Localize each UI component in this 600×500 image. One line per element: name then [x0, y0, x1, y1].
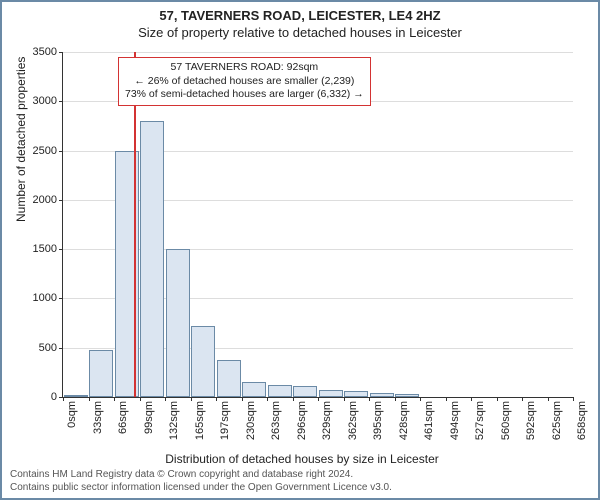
xtick-label: 165sqm [194, 401, 206, 440]
bar [319, 390, 343, 397]
bar [344, 391, 368, 397]
xtick-mark [344, 397, 345, 401]
ytick-label: 500 [39, 342, 57, 354]
ytick-label: 1000 [33, 292, 57, 304]
xtick-label: 66sqm [117, 401, 129, 434]
ytick-label: 1500 [33, 243, 57, 255]
xtick-label: 527sqm [474, 401, 486, 440]
footer-line-1: Contains HM Land Registry data © Crown c… [10, 469, 392, 482]
xtick-label: 625sqm [551, 401, 563, 440]
xtick-mark [471, 397, 472, 401]
annotation-box: 57 TAVERNERS ROAD: 92sqm← 26% of detache… [118, 57, 371, 106]
bar [166, 249, 190, 397]
xtick-mark [318, 397, 319, 401]
gridline [63, 52, 573, 53]
plot-area: 05001000150020002500300035000sqm33sqm66s… [62, 52, 573, 398]
xtick-mark [242, 397, 243, 401]
xtick-label: 132sqm [168, 401, 180, 440]
xtick-mark [497, 397, 498, 401]
bar [191, 326, 215, 397]
annotation-line: ← 26% of detached houses are smaller (2,… [125, 75, 364, 89]
ytick-label: 3000 [33, 95, 57, 107]
xtick-label: 494sqm [449, 401, 461, 440]
xtick-mark [89, 397, 90, 401]
xtick-label: 197sqm [219, 401, 231, 440]
ytick-mark [59, 298, 63, 299]
ytick-mark [59, 52, 63, 53]
footer-attribution: Contains HM Land Registry data © Crown c… [10, 469, 392, 494]
ytick-label: 0 [51, 391, 57, 403]
xtick-mark [114, 397, 115, 401]
ytick-mark [59, 249, 63, 250]
ytick-label: 2500 [33, 145, 57, 157]
annotation-line: 57 TAVERNERS ROAD: 92sqm [125, 61, 364, 75]
xtick-mark [140, 397, 141, 401]
xtick-label: 33sqm [92, 401, 104, 434]
x-axis-label: Distribution of detached houses by size … [2, 452, 600, 466]
xtick-mark [216, 397, 217, 401]
chart-frame: 57, TAVERNERS ROAD, LEICESTER, LE4 2HZ S… [0, 0, 600, 500]
xtick-label: 428sqm [398, 401, 410, 440]
ytick-mark [59, 101, 63, 102]
xtick-mark [522, 397, 523, 401]
xtick-mark [267, 397, 268, 401]
xtick-mark [293, 397, 294, 401]
xtick-label: 263sqm [270, 401, 282, 440]
xtick-mark [63, 397, 64, 401]
xtick-mark [165, 397, 166, 401]
xtick-label: 230sqm [245, 401, 257, 440]
bar [217, 360, 241, 397]
bar [89, 350, 113, 397]
xtick-mark [420, 397, 421, 401]
ytick-mark [59, 348, 63, 349]
bar [268, 385, 292, 397]
y-axis-label: Number of detached properties [14, 57, 28, 222]
bar [293, 386, 317, 397]
xtick-label: 395sqm [372, 401, 384, 440]
xtick-mark [369, 397, 370, 401]
xtick-label: 362sqm [347, 401, 359, 440]
xtick-mark [191, 397, 192, 401]
ytick-mark [59, 200, 63, 201]
chart-title-main: 57, TAVERNERS ROAD, LEICESTER, LE4 2HZ [2, 8, 598, 23]
footer-line-2: Contains public sector information licen… [10, 482, 392, 495]
xtick-label: 99sqm [143, 401, 155, 434]
ytick-label: 3500 [33, 46, 57, 58]
xtick-label: 0sqm [66, 401, 78, 428]
bar [140, 121, 164, 397]
xtick-label: 592sqm [525, 401, 537, 440]
xtick-mark [446, 397, 447, 401]
xtick-label: 296sqm [296, 401, 308, 440]
xtick-mark [573, 397, 574, 401]
xtick-label: 560sqm [500, 401, 512, 440]
bar [370, 393, 394, 397]
xtick-label: 658sqm [576, 401, 588, 440]
annotation-line: 73% of semi-detached houses are larger (… [125, 88, 364, 102]
ytick-mark [59, 151, 63, 152]
chart-title-sub: Size of property relative to detached ho… [2, 25, 598, 40]
bar [242, 382, 266, 397]
xtick-mark [395, 397, 396, 401]
xtick-mark [548, 397, 549, 401]
bar [395, 394, 419, 397]
xtick-label: 329sqm [321, 401, 333, 440]
ytick-label: 2000 [33, 194, 57, 206]
xtick-label: 461sqm [423, 401, 435, 440]
bar [64, 395, 88, 397]
